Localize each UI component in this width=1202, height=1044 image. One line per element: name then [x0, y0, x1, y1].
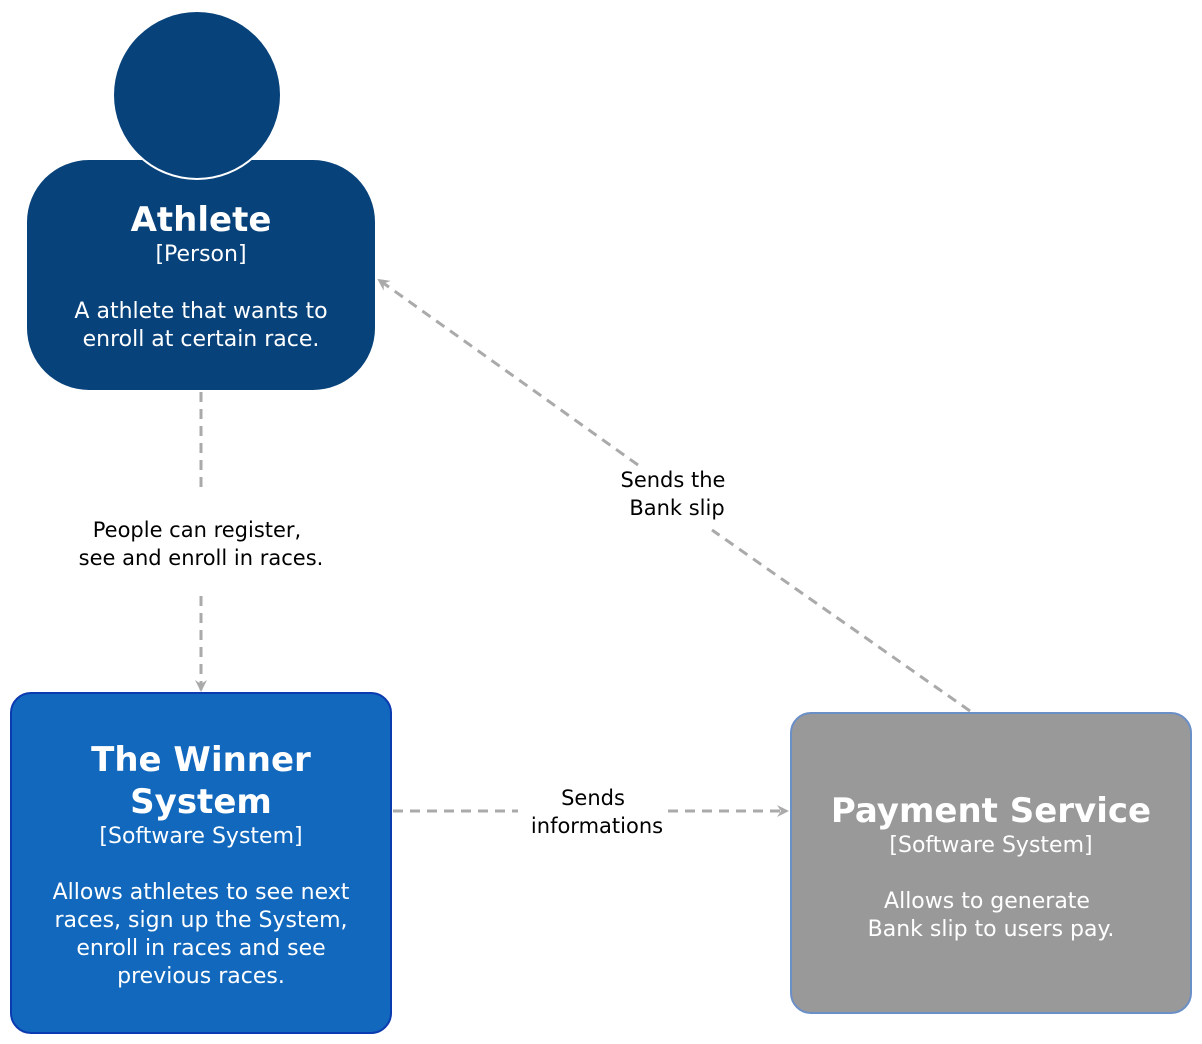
person-body-shape — [27, 160, 375, 390]
system-description-line: previous races. — [117, 964, 285, 989]
edge-label-line: Bank slip — [629, 496, 724, 520]
edge-label-line: Sends — [561, 786, 625, 810]
edge-line-segment — [711, 528, 971, 713]
edge-payment-to-athlete: Sends the Bank slip — [377, 278, 971, 713]
system-title-line: The Winner — [91, 740, 311, 780]
payment-description-line: Bank slip to users pay. — [868, 917, 1115, 942]
edge-athlete-to-system: People can register, see and enroll in r… — [79, 392, 324, 692]
system-description-line: enroll in races and see — [76, 936, 325, 961]
edge-system-to-payment: Sends informations — [393, 786, 789, 838]
edge-label-line: Sends the — [621, 468, 726, 492]
payment-box-shape — [790, 712, 1192, 1014]
edge-label-line: informations — [531, 814, 663, 838]
node-winner-system[interactable]: The Winner System [Software System] Allo… — [10, 692, 392, 1034]
edge-label-line: see and enroll in races. — [79, 546, 324, 570]
system-description-line: Allows athletes to see next — [53, 880, 350, 905]
edge-arrow — [377, 278, 639, 467]
athlete-description-line: enroll at certain race. — [83, 327, 320, 352]
edge-label-line: People can register, — [93, 518, 302, 542]
system-title-line: System — [130, 782, 272, 822]
athlete-type: [Person] — [155, 242, 246, 267]
athlete-title: Athlete — [131, 200, 272, 240]
node-payment-service[interactable]: Payment Service [Software System] Allows… — [790, 712, 1192, 1014]
athlete-description-line: A athlete that wants to — [74, 299, 327, 324]
node-athlete[interactable]: Athlete [Person] A athlete that wants to… — [27, 10, 375, 390]
system-type: [Software System] — [99, 824, 302, 849]
payment-description-line: Allows to generate — [884, 889, 1090, 914]
payment-title: Payment Service — [831, 791, 1151, 831]
system-box-shape — [10, 692, 392, 1034]
system-description-line: races, sign up the System, — [54, 908, 347, 933]
payment-type: [Software System] — [889, 833, 1092, 858]
person-head-icon — [112, 10, 282, 180]
